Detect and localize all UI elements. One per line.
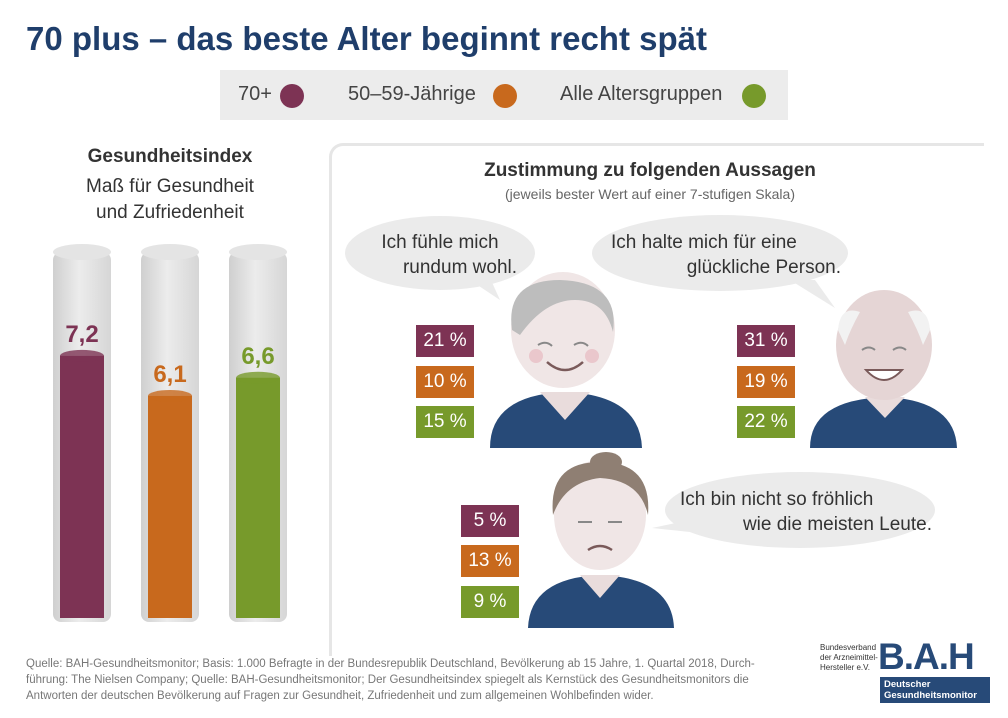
statement-2-text: Ich halte mich für eine glückliche Perso… xyxy=(595,230,855,280)
pct-s2-50-59: 19 % xyxy=(737,366,795,398)
bar-tube-cap-70plus xyxy=(53,244,111,260)
legend-dot-70plus xyxy=(280,84,304,108)
index-chart-title: Gesundheitsindex xyxy=(87,146,253,167)
pct-s3-50-59: 13 % xyxy=(461,545,519,577)
legend-dot-50-59 xyxy=(493,84,517,108)
logo-small-line2: der Arzneimittel- xyxy=(820,653,878,662)
pct-s3-alle: 9 % xyxy=(461,586,519,618)
bah-logo-small-text: Bundesverband der Arzneimittel- Herstell… xyxy=(820,643,890,673)
bar-50-59 xyxy=(148,395,192,618)
pct-s2-alle: 22 % xyxy=(737,406,795,438)
statement-3-line2: wie die meisten Leute. xyxy=(742,514,932,535)
legend-label-alle: Alle Altersgruppen xyxy=(560,83,723,105)
statement-1-line2: rundum wohl. xyxy=(402,257,518,278)
bar-tube-cap-alle xyxy=(229,244,287,260)
logo-small-line1: Bundesverband xyxy=(820,643,877,652)
pct-s3-70plus: 5 % xyxy=(461,505,519,537)
bar-70plus xyxy=(60,355,104,618)
speech-bubble-2 xyxy=(592,215,848,308)
person-happy-man-icon xyxy=(810,290,957,448)
legend-dot-alle xyxy=(742,84,766,108)
logo-tag-line2: Gesundheitsmonitor xyxy=(884,690,977,701)
index-chart-subtitle-line1: Maß für Gesundheit xyxy=(86,176,254,197)
bah-logo-tagline: Deutscher Gesundheitsmonitor xyxy=(880,677,990,703)
bar-alle xyxy=(236,377,280,618)
bar-top-alle xyxy=(236,371,280,384)
pct-s2-70plus: 31 % xyxy=(737,325,795,357)
statement-1-line1: Ich fühle mich xyxy=(381,232,499,253)
bar-value-label-70plus: 7,2 xyxy=(65,321,98,348)
statements-title: Zustimmung zu folgenden Aussagen xyxy=(484,160,816,181)
logo-tag-line1: Deutscher xyxy=(884,679,931,690)
source-note: Quelle: BAH-Gesundheitsmonitor; Basis: 1… xyxy=(26,656,786,704)
legend-label-70plus: 70+ xyxy=(238,83,272,105)
person-happy-woman-icon xyxy=(490,272,642,448)
pct-s1-alle: 15 % xyxy=(416,406,474,438)
legend: 70+ 50–59-Jährige Alle Altersgruppen xyxy=(220,70,788,120)
bar-value-label-alle: 6,6 xyxy=(241,343,274,370)
page-title: 70 plus – das beste Alter beginnt recht … xyxy=(26,20,707,57)
bar-top-50-59 xyxy=(148,389,192,402)
statement-3-line1: Ich bin nicht so fröhlich xyxy=(680,489,874,510)
speech-bubble-3 xyxy=(652,472,935,548)
statement-2-line1: Ich halte mich für eine xyxy=(611,232,797,253)
statements-panel xyxy=(329,143,984,656)
bar-tube-cap-50-59 xyxy=(141,244,199,260)
index-chart-subtitle: Maß für Gesundheit und Zufriedenheit xyxy=(40,174,300,226)
bar-top-70plus xyxy=(60,349,104,362)
bar-value-label-50-59: 6,1 xyxy=(153,361,186,388)
bah-logo: B.A.H xyxy=(878,636,975,677)
source-line3: Antworten der deutschen Bevölkerung auf … xyxy=(26,690,654,702)
index-chart-subtitle-line2: und Zufriedenheit xyxy=(96,202,244,223)
source-line1: Quelle: BAH-Gesundheitsmonitor; Basis: 1… xyxy=(26,658,755,670)
statements-subtitle: (jeweils bester Wert auf einer 7-stufige… xyxy=(505,186,795,202)
statement-1-text: Ich fühle mich rundum wohl. xyxy=(345,230,535,280)
source-line2: führung: The Nielsen Company; Quelle: BA… xyxy=(26,674,749,686)
pct-s1-50-59: 10 % xyxy=(416,366,474,398)
statement-2-line2: glückliche Person. xyxy=(686,257,841,278)
pct-s1-70plus: 21 % xyxy=(416,325,474,357)
statement-3-text: Ich bin nicht so fröhlich wie die meiste… xyxy=(668,487,938,537)
logo-small-line3: Hersteller e.V. xyxy=(820,663,870,672)
speech-bubble-1 xyxy=(345,216,535,300)
person-sad-woman-icon xyxy=(528,452,674,628)
legend-label-50-59: 50–59-Jährige xyxy=(348,83,476,105)
